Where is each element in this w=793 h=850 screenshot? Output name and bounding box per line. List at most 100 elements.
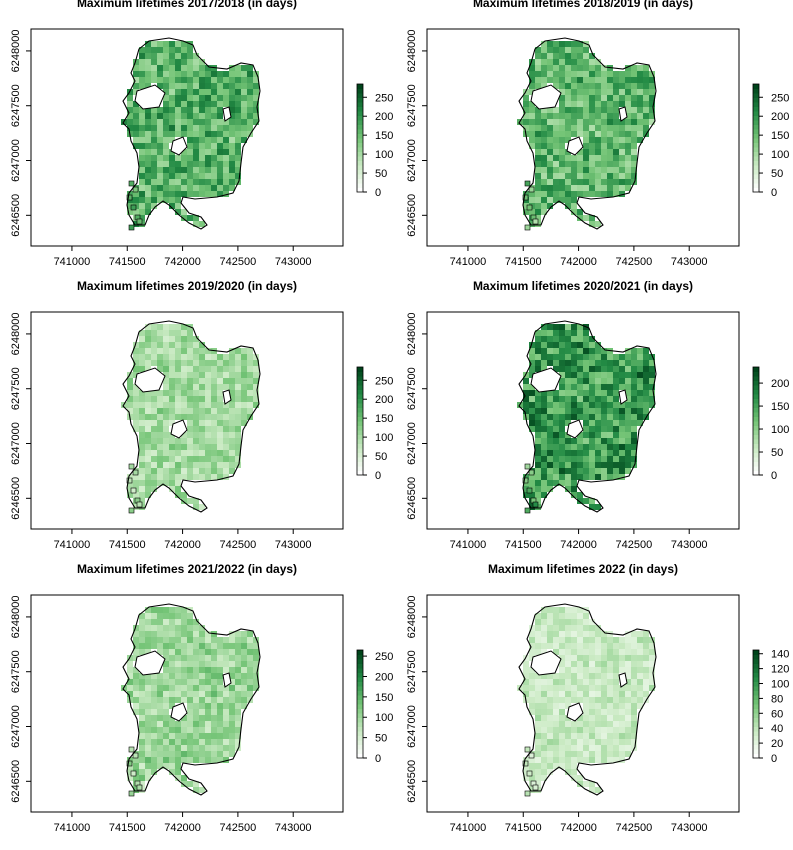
raster-cell [535, 631, 541, 637]
raster-cell [211, 366, 217, 372]
raster-cell [619, 149, 625, 155]
raster-cell [619, 366, 625, 372]
raster-cell [139, 197, 145, 203]
raster-cell [241, 661, 247, 667]
raster-cell [205, 390, 211, 396]
raster-cell [535, 107, 541, 113]
raster-cell [625, 739, 631, 745]
raster-cell [181, 47, 187, 53]
raster-cell [577, 336, 583, 342]
raster-cell [547, 41, 553, 47]
raster-cell [241, 107, 247, 113]
raster-cell [187, 155, 193, 161]
raster-cell [547, 733, 553, 739]
raster-cell [241, 673, 247, 679]
colorbar-frame [356, 649, 364, 759]
raster-cell [193, 667, 199, 673]
raster-cell [169, 71, 175, 77]
raster-cell [133, 191, 139, 197]
raster-cell [649, 655, 655, 661]
raster-cell [619, 643, 625, 649]
raster [121, 324, 259, 514]
raster-cell [559, 155, 565, 161]
raster-cell [565, 324, 571, 330]
raster-cell [217, 360, 223, 366]
raster-cell [199, 342, 205, 348]
raster-cell [547, 161, 553, 167]
raster-cell [601, 408, 607, 414]
raster-cell [541, 637, 547, 643]
raster-cell [559, 324, 565, 330]
raster-cell [595, 131, 601, 137]
raster-cell [229, 408, 235, 414]
raster-cell [163, 330, 169, 336]
raster-cell [535, 739, 541, 745]
raster-cell [631, 661, 637, 667]
raster-cell [649, 77, 655, 83]
raster-cell [553, 727, 559, 733]
raster-cell [577, 498, 583, 504]
raster-cell [235, 643, 241, 649]
raster-cell [583, 444, 589, 450]
raster-cell [541, 59, 547, 65]
raster-cell [625, 131, 631, 137]
raster-cell [529, 667, 535, 673]
colorbar-segment [753, 681, 759, 687]
raster-cell [601, 661, 607, 667]
raster-cell [163, 348, 169, 354]
raster-cell [247, 71, 253, 77]
raster-cell [175, 673, 181, 679]
raster-cell [187, 101, 193, 107]
raster-cell [613, 462, 619, 468]
colorbar-segment [357, 735, 363, 741]
raster-cell [181, 101, 187, 107]
raster-cell [631, 83, 637, 89]
raster-cell [217, 173, 223, 179]
raster-cell [577, 119, 583, 125]
raster-cell [139, 498, 145, 504]
raster-cell [565, 673, 571, 679]
raster-cell [583, 47, 589, 53]
raster-cell [547, 643, 553, 649]
raster-cell [535, 360, 541, 366]
raster-cell [559, 420, 565, 426]
raster-cell [631, 173, 637, 179]
raster-cell [619, 751, 625, 757]
raster-cell [547, 71, 553, 77]
raster-cell [187, 685, 193, 691]
raster-cell [169, 685, 175, 691]
raster-cell [613, 71, 619, 77]
raster-cell [139, 414, 145, 420]
raster-cell [193, 426, 199, 432]
raster-cell [175, 763, 181, 769]
raster-cell [625, 71, 631, 77]
raster-cell [613, 721, 619, 727]
raster-cell [583, 77, 589, 83]
raster-cell [637, 420, 643, 426]
raster-cell [583, 107, 589, 113]
raster-cell [643, 691, 649, 697]
raster-cell [559, 59, 565, 65]
raster-cell [577, 101, 583, 107]
raster-cell [205, 185, 211, 191]
raster-cell [589, 107, 595, 113]
raster-cell [553, 739, 559, 745]
raster-cell [553, 420, 559, 426]
raster-cell [139, 462, 145, 468]
raster-cell [637, 685, 643, 691]
island-cell [130, 487, 137, 494]
y-tick-label: 6247000 [10, 422, 22, 465]
raster-cell [181, 444, 187, 450]
raster-cell [193, 390, 199, 396]
raster-cell [535, 143, 541, 149]
raster-cell [559, 607, 565, 613]
raster-cell [637, 378, 643, 384]
raster-cell [139, 426, 145, 432]
raster-cell [187, 751, 193, 757]
raster-cell [565, 330, 571, 336]
raster-cell [529, 631, 535, 637]
raster-cell [139, 191, 145, 197]
raster-cell [163, 456, 169, 462]
raster-cell [589, 691, 595, 697]
raster-cell [205, 179, 211, 185]
